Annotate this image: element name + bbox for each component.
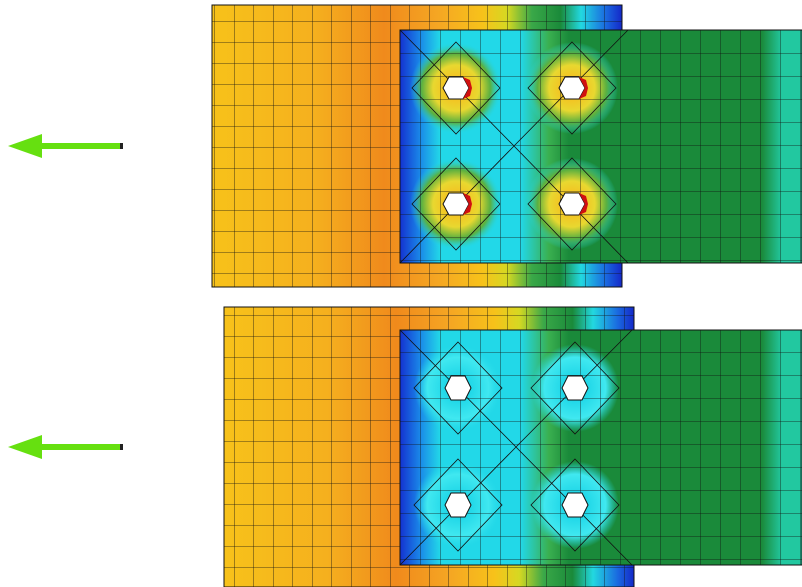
- hole: [562, 493, 588, 517]
- arrow-head: [8, 435, 42, 459]
- mesh: [400, 30, 802, 263]
- top-model: [212, 5, 802, 287]
- arrow-tail: [120, 143, 123, 149]
- arrow-shaft: [38, 444, 123, 450]
- hole: [445, 376, 471, 400]
- hole: [445, 493, 471, 517]
- arrow-tail: [120, 444, 123, 450]
- fea-contour-figure: [0, 0, 802, 587]
- load-arrow: [8, 435, 123, 459]
- arrow-head: [8, 134, 42, 158]
- page: (() => { const data = JSON.parse(documen…: [0, 0, 802, 587]
- bottom-model: [224, 307, 802, 587]
- mesh: [400, 330, 802, 565]
- hole: [562, 376, 588, 400]
- load-arrow: [8, 134, 123, 158]
- arrow-shaft: [38, 143, 123, 149]
